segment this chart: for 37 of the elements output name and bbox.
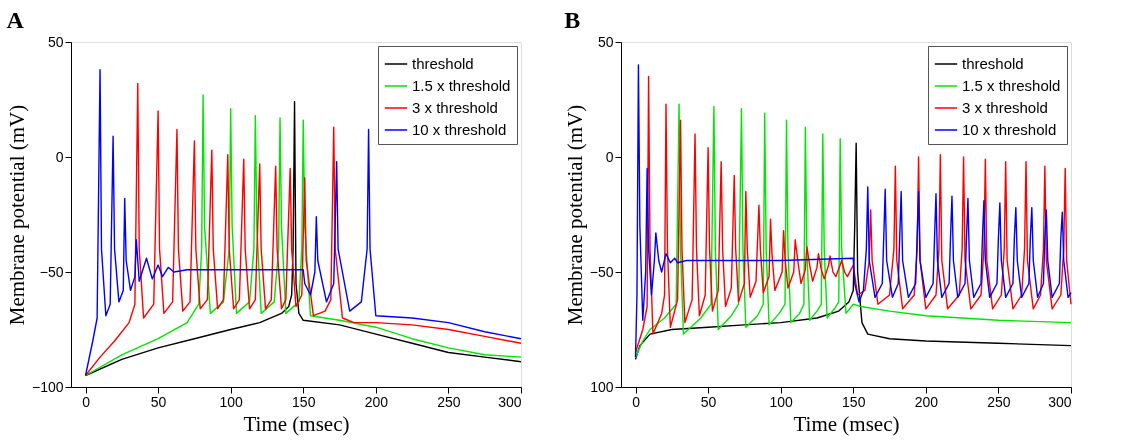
legend-label: threshold	[412, 55, 474, 72]
x-tick-label: 200	[364, 393, 389, 410]
y-axis-title: Membrane potential (mV)	[4, 104, 29, 326]
legend-label: threshold	[962, 55, 1024, 72]
x-tick-label: 300	[1048, 393, 1072, 410]
y-tick-label: −50	[589, 263, 614, 280]
legend-label: 1.5 x threshold	[962, 77, 1061, 94]
y-tick-label: 50	[597, 33, 614, 50]
x-tick-label: 250	[437, 393, 461, 410]
legend-label: 10 x threshold	[412, 121, 507, 138]
x-axis-title: Time (msec)	[243, 411, 350, 436]
chart-title: B	[564, 7, 581, 33]
x-axis-title: Time (msec)	[793, 411, 900, 436]
x-tick-label: 250	[987, 393, 1011, 410]
x-tick-label: 150	[292, 393, 316, 410]
y-tick-label: −100	[31, 378, 64, 395]
x-tick-label: 200	[914, 393, 939, 410]
y-tick-label: 50	[47, 33, 64, 50]
y-tick-label: 100	[590, 378, 614, 395]
x-tick-label: 0	[632, 393, 641, 410]
chart-title: A	[6, 7, 25, 33]
y-tick-label: 0	[605, 148, 614, 165]
x-tick-label: 50	[150, 393, 167, 410]
legend-label: 1.5 x threshold	[412, 77, 511, 94]
x-tick-label: 50	[700, 393, 717, 410]
y-tick-label: −50	[39, 263, 64, 280]
legend-label: 3 x threshold	[962, 99, 1048, 116]
legend-label: 10 x threshold	[962, 121, 1057, 138]
legend-label: 3 x threshold	[412, 99, 498, 116]
x-tick-label: 0	[82, 393, 91, 410]
y-axis-title: Membrane potential (mV)	[562, 104, 587, 326]
x-tick-label: 100	[769, 393, 794, 410]
x-tick-label: 150	[842, 393, 866, 410]
x-tick-label: 100	[219, 393, 244, 410]
y-tick-label: 0	[55, 148, 64, 165]
x-tick-label: 300	[498, 393, 522, 410]
line-series	[634, 142, 1072, 361]
